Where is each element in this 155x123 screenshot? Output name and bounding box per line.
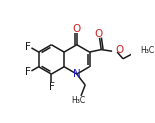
Text: F: F: [49, 82, 55, 92]
Text: H₃C: H₃C: [71, 96, 86, 105]
Text: O: O: [73, 24, 81, 34]
Text: N: N: [73, 69, 81, 79]
Text: O: O: [95, 29, 103, 39]
Text: F: F: [25, 42, 31, 52]
Text: O: O: [115, 45, 124, 55]
Text: F: F: [25, 67, 31, 77]
Text: H₃C: H₃C: [141, 46, 155, 55]
